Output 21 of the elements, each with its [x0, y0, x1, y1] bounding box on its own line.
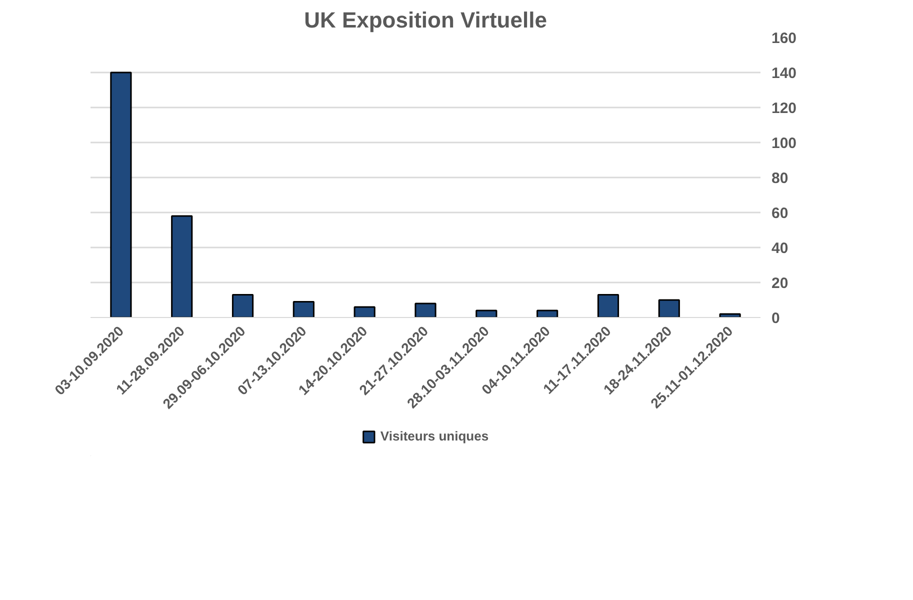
y-tick-label: 0 [772, 310, 780, 327]
bar [476, 310, 498, 318]
y-tick-label: 80 [772, 170, 788, 187]
y-tick-label: 120 [772, 100, 797, 117]
bar [292, 301, 314, 318]
bar [597, 294, 620, 318]
bar [658, 299, 680, 318]
bar [536, 310, 558, 318]
y-tick-label: 100 [772, 135, 797, 152]
y-tick-label: 60 [772, 205, 788, 222]
bar [110, 72, 132, 318]
bar [414, 302, 436, 318]
y-tick-label: 40 [772, 240, 788, 257]
bar [232, 294, 254, 318]
legend-label: Visiteurs uniques [380, 428, 489, 444]
y-tick-label: 160 [772, 30, 797, 47]
bar [354, 306, 376, 318]
y-tick-label: 20 [772, 275, 788, 292]
y-tick-label: 140 [772, 65, 797, 82]
chart-title: UK Exposition Virtuelle [304, 8, 547, 32]
bar [171, 215, 193, 318]
